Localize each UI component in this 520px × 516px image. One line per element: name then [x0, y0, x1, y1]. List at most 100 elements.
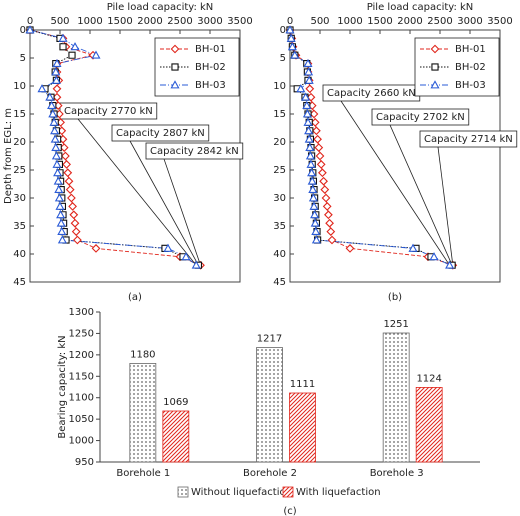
- annotation-box: [145, 142, 244, 160]
- y-tick-label: 1200: [69, 350, 94, 361]
- marker: [430, 80, 440, 89]
- x-tick-label: 500: [310, 16, 329, 27]
- marker: [311, 226, 321, 236]
- marker: [307, 176, 317, 185]
- marker: [54, 193, 64, 202]
- y-axis-title: Depth from EGL: m: [3, 108, 14, 204]
- marker: [308, 193, 318, 202]
- legend-label: BH-01: [455, 44, 486, 55]
- legend-swatch: [177, 486, 189, 498]
- marker: [170, 80, 180, 89]
- marker: [71, 227, 81, 236]
- marker: [303, 58, 313, 68]
- marker: [318, 168, 327, 178]
- marker: [68, 51, 76, 59]
- x-tick-label: 3000: [457, 16, 482, 27]
- marker: [320, 185, 330, 194]
- value-label: 1124: [416, 373, 441, 384]
- annotation: Capacity 2842 kN: [150, 146, 239, 157]
- y-tick-label: 45: [273, 277, 286, 288]
- y-tick-label: 35: [273, 221, 286, 232]
- y-tick-label: 35: [13, 221, 26, 232]
- annotation-box: [371, 108, 470, 126]
- marker: [50, 126, 60, 135]
- marker: [304, 67, 314, 76]
- marker: [65, 185, 75, 194]
- y-tick-label: 20: [273, 137, 286, 148]
- x-tick-label: Borehole 2: [243, 468, 297, 479]
- marker: [91, 50, 101, 59]
- marker: [310, 210, 320, 219]
- marker: [304, 134, 314, 143]
- legend-label: BH-02: [455, 62, 486, 73]
- marker: [431, 63, 439, 71]
- marker: [326, 227, 336, 236]
- y-tick-label: 10: [273, 81, 286, 92]
- bar: [256, 347, 283, 463]
- marker: [50, 134, 60, 143]
- x-tick-label: 0: [287, 16, 293, 27]
- marker: [345, 244, 355, 253]
- y-tick-label: 40: [273, 249, 286, 260]
- legend-label: BH-03: [455, 80, 486, 91]
- x-tick-label: 2500: [167, 16, 192, 27]
- leader-line: [437, 146, 454, 266]
- marker: [304, 126, 314, 135]
- marker: [445, 260, 455, 269]
- marker: [70, 218, 80, 228]
- x-tick-label: 2500: [427, 16, 452, 27]
- x-tick-label: 2000: [137, 16, 162, 27]
- legend-label: Without liquefaction: [191, 487, 292, 498]
- y-tick-label: 10: [13, 81, 26, 92]
- marker: [296, 84, 306, 93]
- marker: [312, 126, 321, 136]
- marker: [25, 25, 35, 34]
- y-tick-label: 5: [280, 53, 286, 64]
- marker: [37, 84, 47, 93]
- y-tick-label: 1150: [69, 371, 94, 382]
- leader-line: [389, 124, 453, 266]
- marker: [324, 210, 333, 220]
- y-tick-label: 1250: [69, 328, 94, 339]
- marker: [315, 151, 325, 161]
- marker: [53, 176, 63, 185]
- y-tick-label: 1100: [69, 393, 94, 404]
- marker: [305, 142, 315, 152]
- marker: [301, 92, 311, 101]
- marker: [290, 50, 300, 59]
- marker: [309, 201, 319, 210]
- marker: [408, 243, 418, 252]
- marker: [430, 44, 440, 54]
- y-tick-label: 15: [273, 109, 286, 120]
- marker: [51, 151, 61, 160]
- marker: [302, 109, 312, 118]
- marker: [57, 235, 67, 244]
- value-label: 1180: [130, 349, 155, 360]
- marker: [303, 117, 313, 126]
- marker: [321, 193, 331, 203]
- annotation-box: [111, 124, 210, 142]
- marker: [313, 134, 322, 144]
- y-tick-label: 1300: [69, 307, 94, 318]
- marker: [429, 252, 439, 261]
- value-label: 1217: [257, 334, 282, 345]
- marker: [70, 42, 80, 51]
- marker: [53, 168, 63, 177]
- annotation: Capacity 2660 kN: [327, 88, 416, 99]
- marker: [52, 84, 62, 94]
- y-tick-label: 40: [13, 249, 26, 260]
- marker: [91, 244, 101, 253]
- x-tick-label: 1000: [77, 16, 102, 27]
- y-tick-label: 0: [20, 25, 26, 36]
- legend-label: With liquefaction: [296, 487, 381, 498]
- marker: [171, 63, 179, 71]
- marker: [48, 109, 58, 118]
- value-label: 1069: [163, 397, 188, 408]
- x-tick-label: 500: [50, 16, 69, 27]
- marker: [47, 100, 57, 110]
- marker: [163, 243, 173, 252]
- y-tick-label: 15: [13, 109, 26, 120]
- annotation: Capacity 2714 kN: [424, 134, 513, 145]
- legend-swatch: [282, 486, 294, 498]
